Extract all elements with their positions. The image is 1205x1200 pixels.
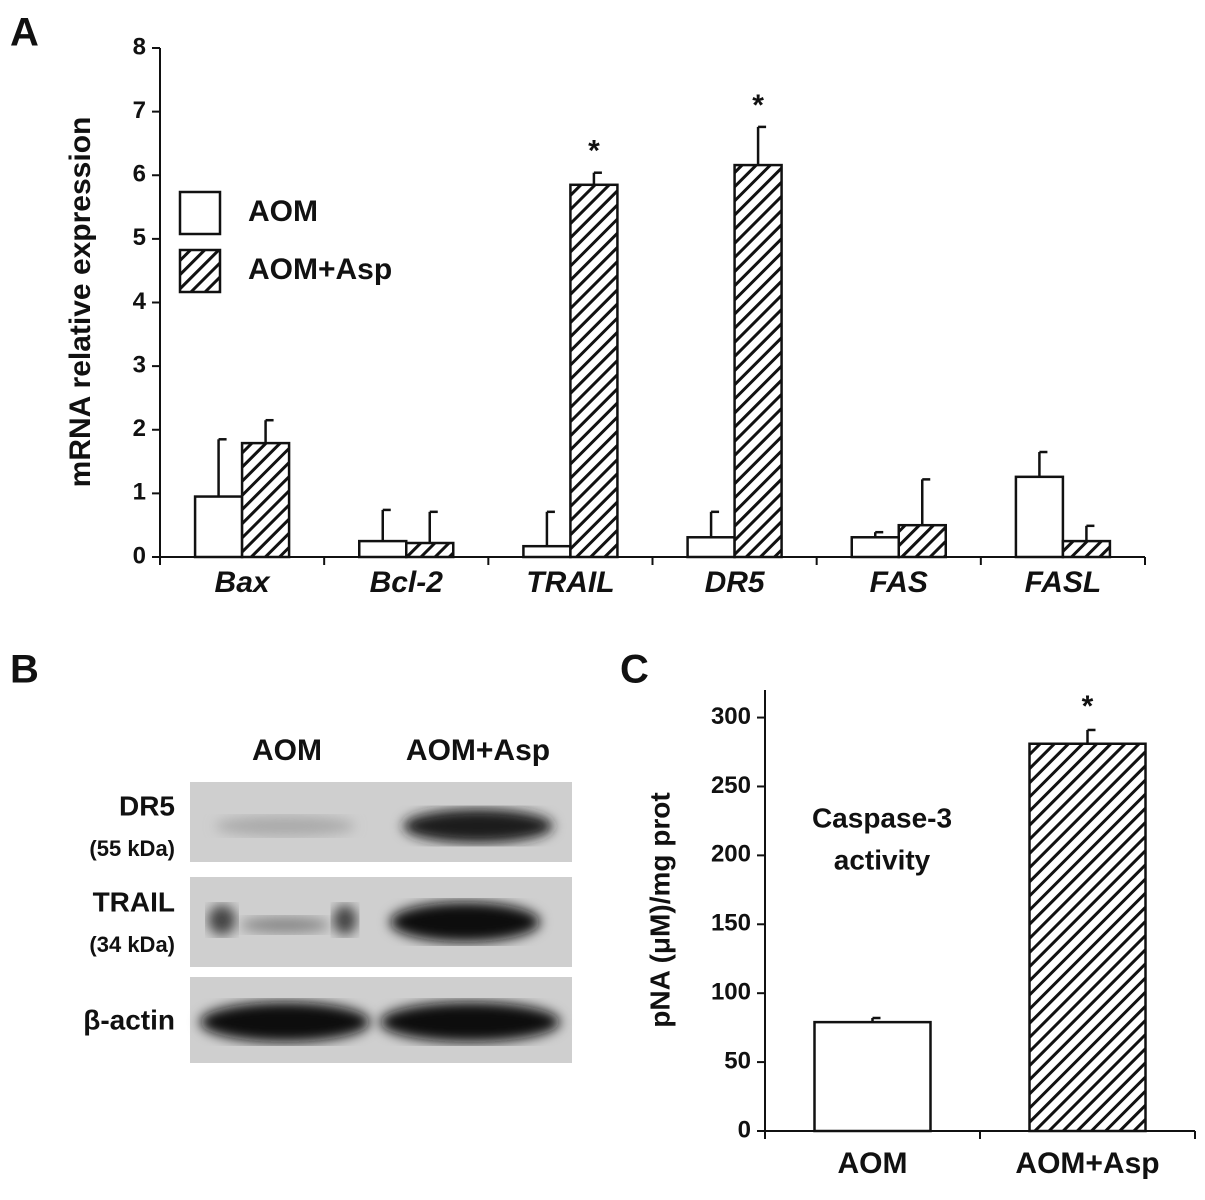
note: Caspase-3 <box>812 802 952 833</box>
y-tick-label: 50 <box>724 1047 751 1074</box>
bar <box>1061 539 1112 559</box>
bar <box>813 1020 932 1133</box>
y-tick-label: 2 <box>133 415 146 442</box>
y-tick-label: 250 <box>711 772 751 799</box>
y-tick-label: 6 <box>133 161 146 188</box>
bar <box>850 536 900 559</box>
y-axis-label: pNA (μM)/mg prot <box>644 792 675 1027</box>
panel-label: A <box>10 11 39 55</box>
panel-label: C <box>620 648 649 692</box>
row-label: β-actin <box>83 1004 175 1035</box>
x-tick-label: AOM <box>838 1147 908 1180</box>
bar <box>1028 742 1147 1133</box>
bar <box>686 536 736 559</box>
y-tick-label: 7 <box>133 97 146 124</box>
row-label: DR5 <box>119 790 175 821</box>
annotation: * <box>752 89 764 122</box>
y-tick-label: 4 <box>133 288 147 315</box>
blot-image <box>190 782 572 1063</box>
lane-label: AOM+Asp <box>406 734 550 767</box>
annotation: * <box>588 135 600 168</box>
note: activity <box>834 844 931 875</box>
annotation: * <box>1082 690 1094 723</box>
legend-label: AOM+Asp <box>248 253 392 286</box>
y-tick-label: 300 <box>711 703 751 730</box>
x-tick-label: DR5 <box>705 566 766 599</box>
x-tick-label: Bcl-2 <box>370 566 444 599</box>
y-tick-label: 200 <box>711 841 751 868</box>
bar <box>1014 475 1065 559</box>
lane-label: AOM <box>252 734 322 767</box>
bar <box>358 539 408 559</box>
row-label: TRAIL <box>93 886 175 917</box>
legend-swatch <box>178 190 222 236</box>
y-axis-label: mRNA relative expression <box>64 117 97 488</box>
y-tick-label: 8 <box>133 33 146 60</box>
y-tick-label: 5 <box>133 224 146 251</box>
x-tick-label: Bax <box>215 566 271 599</box>
panel-label: B <box>10 648 39 692</box>
bar <box>522 544 572 559</box>
legend-label: AOM <box>248 195 318 228</box>
y-tick-label: 150 <box>711 910 751 937</box>
bar <box>569 183 619 559</box>
bar <box>193 495 244 559</box>
y-tick-label: 1 <box>133 479 146 506</box>
x-tick-label: AOM+Asp <box>1015 1147 1159 1180</box>
bar <box>240 441 291 559</box>
y-tick-label: 100 <box>711 979 751 1006</box>
y-tick-label: 3 <box>133 351 146 378</box>
row-sublabel: (55 kDa) <box>89 836 175 861</box>
row-sublabel: (34 kDa) <box>89 932 175 957</box>
y-tick-label: 0 <box>133 542 146 569</box>
bar <box>733 163 783 559</box>
bar <box>405 541 455 559</box>
x-tick-label: TRAIL <box>526 566 614 599</box>
bar <box>897 523 947 559</box>
x-tick-label: FAS <box>870 566 928 599</box>
y-tick-label: 0 <box>738 1116 751 1143</box>
x-tick-label: FASL <box>1025 566 1102 599</box>
legend-swatch <box>178 248 222 294</box>
